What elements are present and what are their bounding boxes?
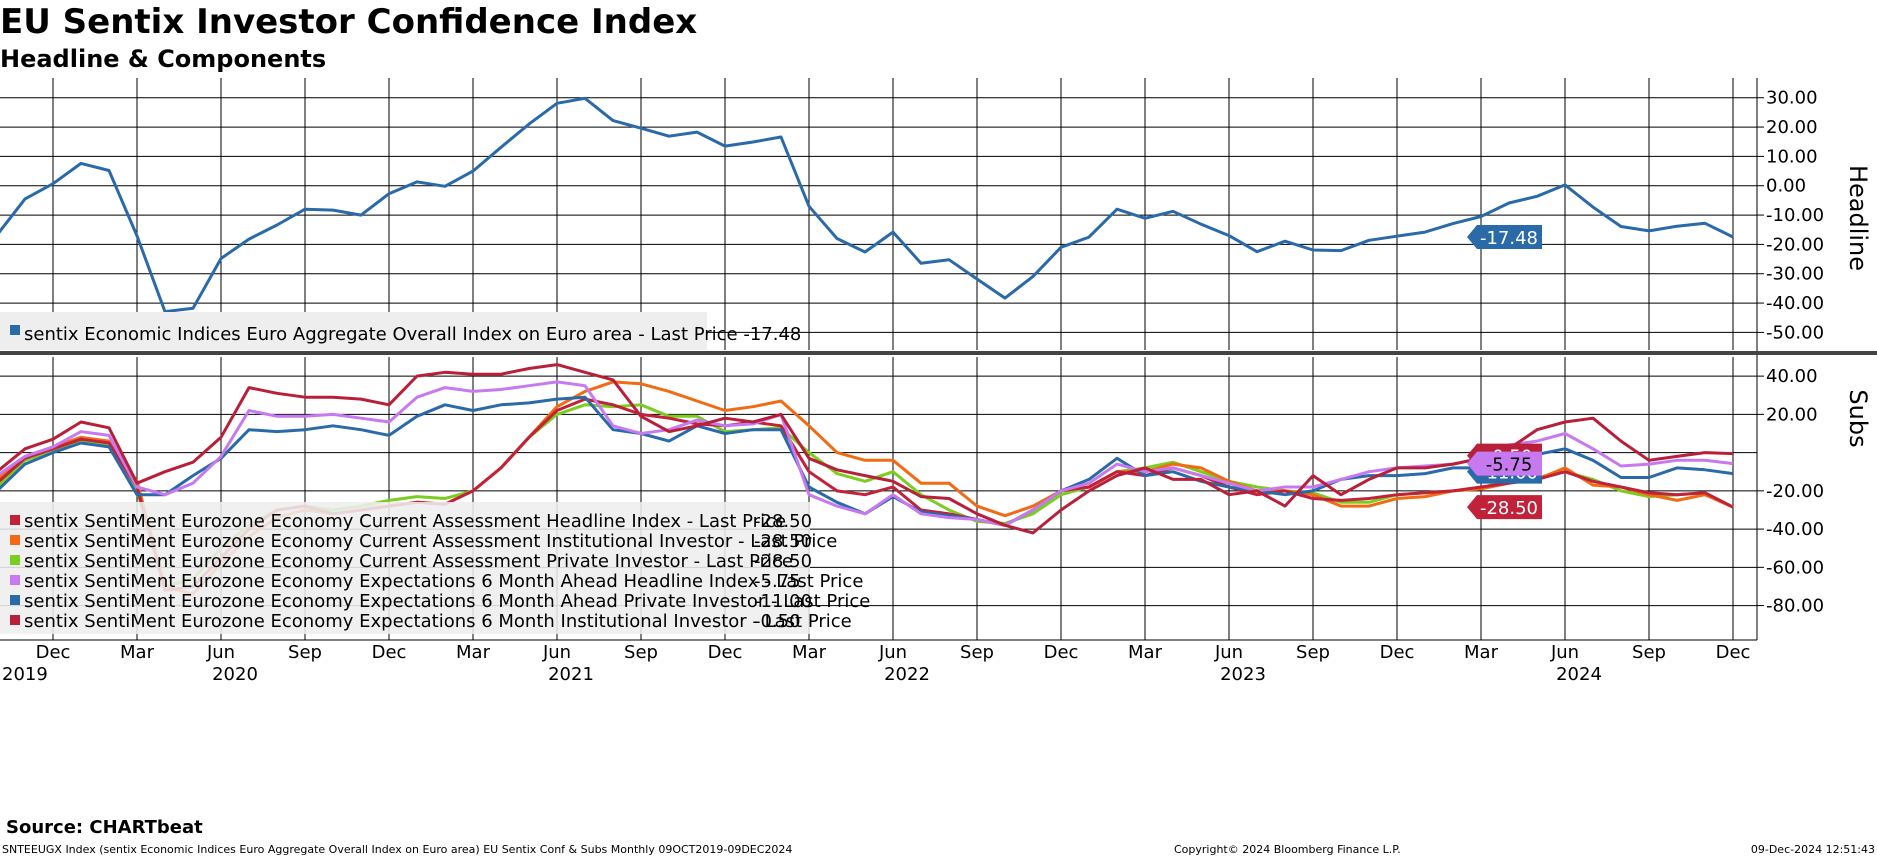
x-month-label: Dec: [1380, 642, 1415, 663]
y-tick-label: -40.00: [1766, 293, 1824, 314]
headline-last-tag: -17.48: [1467, 225, 1542, 250]
last-value-tag-text: -17.48: [1480, 228, 1538, 249]
y-tick-label: -10.00: [1766, 205, 1824, 226]
y-tick-label: 30.00: [1766, 88, 1818, 109]
x-month-label: Jun: [878, 642, 907, 663]
y-tick-label: -60.00: [1766, 557, 1824, 578]
legend-last-value: -11.00: [754, 591, 812, 612]
x-month-label: Mar: [120, 642, 155, 663]
source-label: Source: CHARTbeat: [6, 817, 203, 838]
legend-last-value: -28.50: [754, 551, 812, 572]
y-tick-label: -50.00: [1766, 322, 1824, 343]
legend-swatch: [10, 575, 20, 585]
headline-series-line: [0, 96, 1734, 314]
panel-separator: [0, 351, 1877, 355]
x-month-label: Dec: [1716, 642, 1751, 663]
legend-swatch: [10, 535, 20, 545]
exp-headline-last-tag: -5.75: [1467, 451, 1542, 476]
x-year-label: 2019: [2, 664, 48, 685]
x-month-label: Jun: [542, 642, 571, 663]
x-year-label: 2023: [1220, 664, 1266, 685]
ca-last-tag: -28.50: [1467, 495, 1542, 520]
x-year-label: 2024: [1556, 664, 1602, 685]
last-value-tag-bg: [1467, 495, 1542, 520]
x-month-label: Jun: [206, 642, 235, 663]
footer-copyright: Copyright© 2024 Bloomberg Finance L.P.: [1174, 843, 1401, 856]
last-value-tag-bg: [1467, 451, 1542, 476]
legend-last-value: -28.50: [754, 531, 812, 552]
top-legend-box: [0, 312, 707, 350]
x-month-label: Sep: [288, 642, 322, 663]
y-tick-label: -20.00: [1766, 481, 1824, 502]
x-month-label: Sep: [624, 642, 658, 663]
y-tick-label: 0.00: [1766, 176, 1806, 197]
x-month-label: Mar: [1464, 642, 1499, 663]
y-tick-label: -80.00: [1766, 596, 1824, 617]
legend-label: sentix Economic Indices Euro Aggregate O…: [24, 324, 801, 345]
x-year-label: 2021: [548, 664, 594, 685]
legend-label: sentix SentiMent Eurozone Economy Curren…: [24, 531, 837, 552]
bottom-legend-box: [0, 502, 810, 634]
footer-index-description: SNTEEUGX Index (sentix Economic Indices …: [2, 843, 793, 856]
y-tick-label: -40.00: [1766, 519, 1824, 540]
x-year-label: 2022: [884, 664, 930, 685]
legend-swatch: [10, 325, 20, 335]
legend-swatch: [10, 595, 20, 605]
x-year-label: 2020: [212, 664, 258, 685]
y-tick-label: 10.00: [1766, 146, 1818, 167]
x-month-label: Dec: [36, 642, 71, 663]
x-month-label: Sep: [1632, 642, 1666, 663]
x-month-label: Dec: [1044, 642, 1079, 663]
chart-area: 30.00 20.00 10.00 0.00 -10.00 -20.00 -30.00 -40…: [0, 78, 1877, 685]
legend-last-value: -5.75: [754, 571, 801, 592]
legend-label: sentix SentiMent Eurozone Economy Expect…: [24, 611, 852, 632]
top-axis-title: Headline: [1844, 165, 1872, 271]
subs-series-line: [0, 363, 1734, 535]
x-month-label: Jun: [1214, 642, 1243, 663]
chart-title: EU Sentix Investor Confidence Index: [0, 2, 698, 42]
x-month-label: Mar: [792, 642, 827, 663]
chart-subtitle: Headline & Components: [0, 45, 327, 73]
x-month-label: Sep: [1296, 642, 1330, 663]
x-month-label: Dec: [372, 642, 407, 663]
last-value-tag-text: -28.50: [1480, 498, 1538, 519]
y-tick-label: 20.00: [1766, 404, 1818, 425]
legend-swatch: [10, 555, 20, 565]
y-tick-label: -30.00: [1766, 264, 1824, 285]
y-tick-label: 40.00: [1766, 366, 1818, 387]
legend-label: sentix SentiMent Eurozone Economy Expect…: [24, 591, 870, 612]
legend-last-value: -28.50: [754, 511, 812, 532]
x-month-label: Mar: [1128, 642, 1163, 663]
last-value-tag-bg: [1467, 225, 1542, 250]
x-month-label: Mar: [456, 642, 491, 663]
legend-swatch: [10, 515, 20, 525]
legend-last-value: -0.50: [754, 611, 801, 632]
legend-swatch: [10, 615, 20, 625]
legend-label: sentix SentiMent Eurozone Economy Curren…: [24, 551, 793, 572]
last-value-tag-text: -5.75: [1486, 455, 1533, 476]
y-tick-label: -20.00: [1766, 234, 1824, 255]
bottom-axis-title: Subs: [1844, 389, 1872, 447]
x-month-label: Dec: [708, 642, 743, 663]
x-month-label: Jun: [1550, 642, 1579, 663]
y-tick-label: 20.00: [1766, 117, 1818, 138]
legend-label: sentix SentiMent Eurozone Economy Curren…: [24, 511, 786, 532]
footer-timestamp: 09-Dec-2024 12:51:43: [1750, 843, 1875, 856]
legend-label: sentix SentiMent Eurozone Economy Expect…: [24, 571, 863, 592]
x-month-label: Sep: [960, 642, 994, 663]
